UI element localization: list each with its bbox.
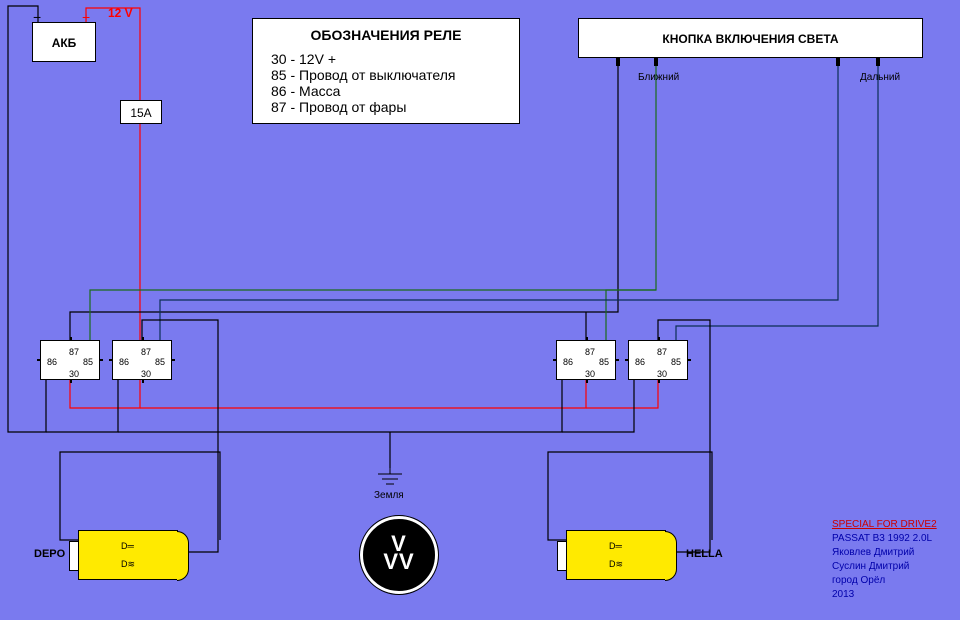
- credits-line: PASSAT B3 1992 2.0L: [832, 532, 937, 546]
- light-switch-panel: КНОПКА ВКЛЮЧЕНИЯ СВЕТА: [578, 18, 923, 58]
- credits-block: SPECIAL FOR DRIVE2 PASSAT B3 1992 2.0L Я…: [832, 518, 937, 602]
- relay-pin-label: 87: [69, 347, 79, 357]
- relay-pin-label: 86: [635, 357, 645, 367]
- fuse-box: 15A: [120, 100, 162, 124]
- relay-pin-label: 30: [585, 369, 595, 379]
- headlight-label: HELLA: [686, 548, 723, 560]
- legend-line: 85 - Провод от выключателя: [271, 67, 501, 83]
- relay-pin-label: 87: [585, 347, 595, 357]
- credits-line: Яковлев Дмитрий: [832, 546, 937, 560]
- legend-line: 30 - 12V +: [271, 51, 501, 67]
- relay-pin-label: 30: [141, 369, 151, 379]
- battery-voltage: 12 V: [108, 6, 133, 20]
- relay-pin-label: 85: [671, 357, 681, 367]
- relay-pin-label: 85: [599, 357, 609, 367]
- credits-line: Суслин Дмитрий: [832, 560, 937, 574]
- headlight-label: DEPO: [34, 548, 65, 560]
- fuse-label: 15A: [130, 106, 151, 120]
- switch-pin-label: Дальний: [860, 72, 900, 83]
- relay: 86 87 85 30: [112, 340, 172, 380]
- beam-icon-high: D≋: [121, 559, 135, 570]
- battery-minus: −: [33, 9, 41, 25]
- switch-pin: [836, 58, 840, 66]
- legend-line: 87 - Провод от фары: [271, 99, 501, 115]
- relay-pin-label: 86: [47, 357, 57, 367]
- switch-pin-label: Ближний: [638, 72, 679, 83]
- headlight: D═ D≋: [566, 530, 666, 580]
- battery-plus: +: [82, 9, 90, 25]
- relay-pin-label: 85: [83, 357, 93, 367]
- credits-line: 2013: [832, 588, 937, 602]
- beam-icon-high: D≋: [609, 559, 623, 570]
- relay: 86 87 85 30: [628, 340, 688, 380]
- relay-pin-label: 86: [563, 357, 573, 367]
- legend-title: ОБОЗНАЧЕНИЯ РЕЛЕ: [271, 27, 501, 43]
- ground-label: Земля: [374, 490, 404, 501]
- beam-icon-low: D═: [121, 541, 134, 551]
- beam-icon-low: D═: [609, 541, 622, 551]
- legend-line: 86 - Масса: [271, 83, 501, 99]
- credits-line: город Орёл: [832, 574, 937, 588]
- vw-bottom: VV: [363, 551, 435, 573]
- switch-pin: [616, 58, 620, 66]
- relay-pin-label: 87: [657, 347, 667, 357]
- relay: 86 87 85 30: [40, 340, 100, 380]
- switch-pin: [876, 58, 880, 66]
- battery-label: АКБ: [52, 36, 77, 50]
- relay-pin-label: 87: [141, 347, 151, 357]
- vw-logo: V VV: [360, 516, 438, 594]
- relay-pin-label: 30: [69, 369, 79, 379]
- switch-title: КНОПКА ВКЛЮЧЕНИЯ СВЕТА: [662, 32, 838, 46]
- battery-box: АКБ: [32, 22, 96, 62]
- relay-pin-label: 86: [119, 357, 129, 367]
- relay-pin-label: 85: [155, 357, 165, 367]
- headlight: D═ D≋: [78, 530, 178, 580]
- credits-headline: SPECIAL FOR DRIVE2: [832, 518, 937, 532]
- legend-box: ОБОЗНАЧЕНИЯ РЕЛЕ 30 - 12V + 85 - Провод …: [252, 18, 520, 124]
- relay-pin-label: 30: [657, 369, 667, 379]
- relay: 86 87 85 30: [556, 340, 616, 380]
- switch-pin: [654, 58, 658, 66]
